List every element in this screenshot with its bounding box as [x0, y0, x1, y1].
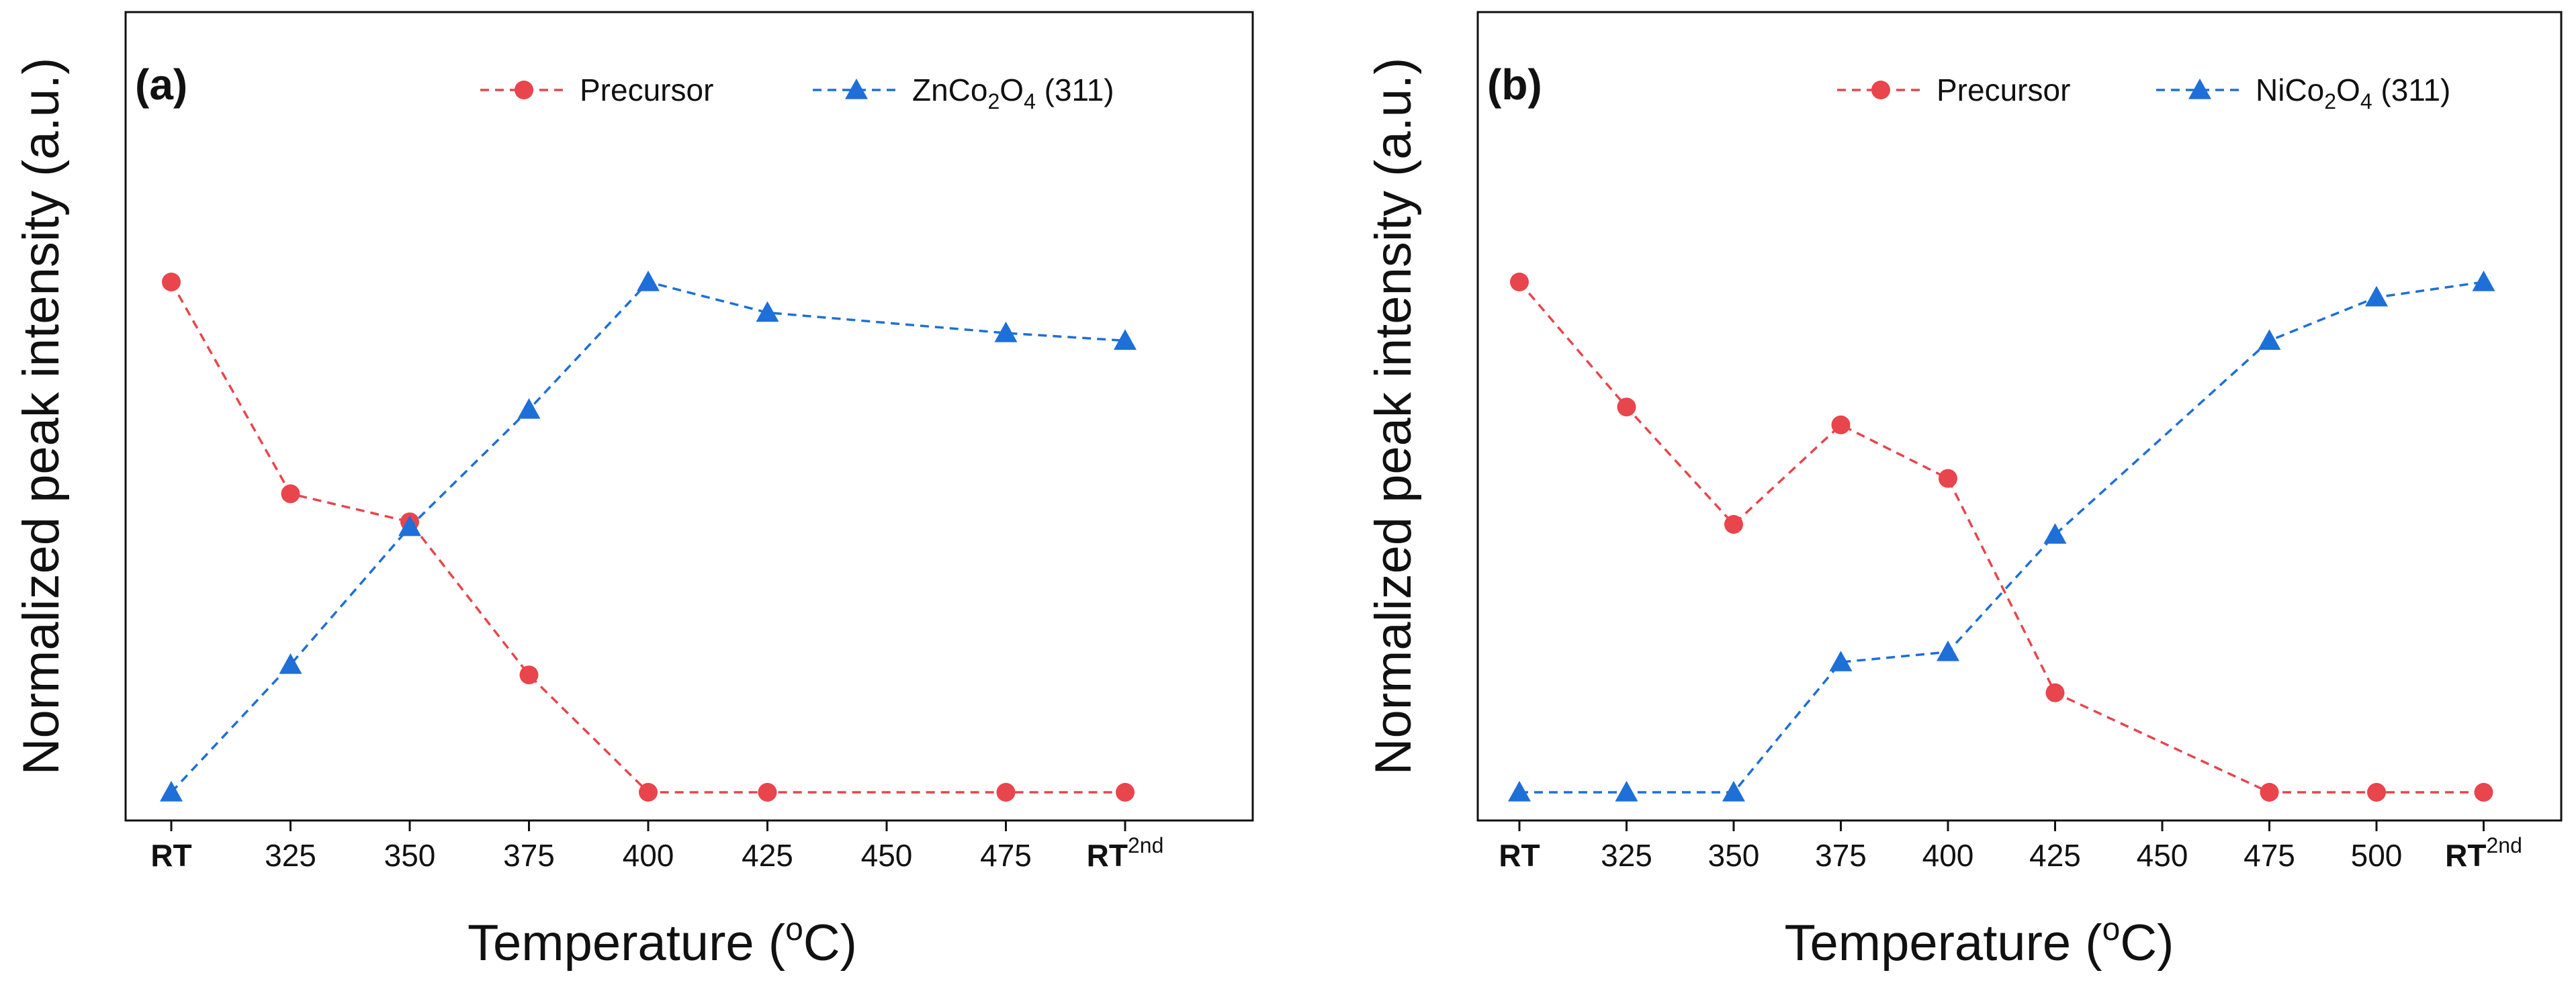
x-tick-label: 325 — [1601, 838, 1652, 873]
data-point — [994, 322, 1018, 342]
data-point — [1617, 397, 1636, 417]
legend-item: Precursor — [480, 73, 713, 107]
series-precursor — [1510, 273, 2493, 802]
x-tick-label: 350 — [384, 838, 436, 873]
x-tick-label: 450 — [861, 838, 913, 873]
data-point — [2258, 329, 2281, 350]
x-tick-label: RT2nd — [2445, 833, 2522, 873]
data-point — [1508, 781, 1531, 802]
data-point — [637, 271, 660, 291]
panel-label: (b) — [1487, 60, 1542, 109]
y-axis-title: Normalized peak intensity (a.u.) — [13, 58, 70, 775]
x-tick-label: 475 — [980, 838, 1032, 873]
data-point — [2472, 271, 2495, 291]
chart-panel-a: RT 325 350 375 400 425 450 475 RT2nd (a) Temperatu… — [13, 11, 1254, 972]
series-spinel-311 — [160, 271, 1137, 802]
x-tick-label: 375 — [1815, 838, 1867, 873]
data-point — [2367, 783, 2386, 802]
data-point — [758, 783, 777, 802]
data-point — [1724, 515, 1743, 534]
data-point — [2365, 285, 2388, 307]
panel-label: (a) — [135, 60, 187, 109]
legend-label: Precursor — [580, 73, 713, 107]
series-precursor — [162, 273, 1135, 802]
legend-marker — [845, 79, 868, 99]
plot-frame — [124, 11, 1254, 822]
plot-frame — [1476, 11, 2563, 822]
legend-item: NiCo2​O4​ (311) — [2156, 73, 2450, 113]
series-line — [1519, 281, 2484, 794]
data-point — [756, 301, 779, 322]
x-tick-label: 425 — [742, 838, 793, 873]
series-spinel-311 — [1508, 271, 2495, 802]
data-point — [281, 484, 300, 504]
data-point — [1510, 273, 1529, 291]
x-axis-title: Temperature (oC) — [468, 912, 857, 972]
data-point — [162, 273, 181, 291]
data-point — [160, 781, 183, 802]
legend-item: Precursor — [1837, 73, 2070, 107]
chart-panel-b: RT 325 350 375 400 425 450 475 500 RT2nd (b) Temper… — [1365, 11, 2563, 972]
y-axis-title: Normalized peak intensity (a.u.) — [1365, 58, 1422, 775]
x-axis-title: Temperature (oC) — [1785, 912, 2174, 972]
x-tick-label: 400 — [1922, 838, 1974, 873]
legend-label: Precursor — [1937, 73, 2070, 107]
data-point — [1939, 469, 1957, 488]
data-point — [2260, 783, 2279, 802]
data-point — [398, 515, 421, 536]
data-point — [2045, 683, 2065, 702]
series-line — [170, 281, 1125, 794]
x-tick-label: RT — [150, 838, 191, 873]
data-point — [1829, 651, 1853, 671]
data-point — [279, 653, 302, 674]
legend: Precursor NiCo2​O4​ (311) — [1837, 73, 2450, 113]
data-point — [996, 783, 1016, 802]
data-point — [2043, 523, 2067, 544]
x-tick-label: 325 — [265, 838, 316, 873]
data-point — [639, 783, 658, 802]
x-tick-label: RT2nd — [1087, 833, 1164, 873]
x-tick-label: 350 — [1708, 838, 1760, 873]
x-tick-label: 475 — [2244, 838, 2295, 873]
data-point — [517, 398, 541, 419]
data-point — [1615, 781, 1638, 802]
x-tick-label: 400 — [623, 838, 674, 873]
legend-label: ZnCo2​O4​ (311) — [912, 73, 1114, 113]
data-point — [519, 665, 539, 685]
data-point — [1116, 783, 1135, 802]
legend-marker — [2188, 79, 2211, 99]
data-point — [2474, 783, 2493, 802]
legend-item: ZnCo2​O4​ (311) — [813, 73, 1114, 113]
data-point — [1114, 329, 1137, 350]
legend-marker — [1871, 81, 1890, 99]
x-tick-label: 500 — [2351, 838, 2403, 873]
x-tick-label: 450 — [2137, 838, 2188, 873]
legend-label: NiCo2​O4​ (311) — [2256, 73, 2450, 113]
data-point — [1722, 781, 1745, 802]
x-tick-label: RT — [1499, 838, 1540, 873]
series-line — [170, 281, 1126, 794]
x-tick-label: 425 — [2029, 838, 2081, 873]
legend: Precursor ZnCo2​O4​ (311) — [480, 73, 1114, 113]
series-line — [1518, 281, 2484, 794]
x-tick-label: 375 — [503, 838, 555, 873]
data-point — [1831, 415, 1851, 434]
data-point — [1937, 641, 1959, 661]
legend-marker — [515, 81, 533, 99]
